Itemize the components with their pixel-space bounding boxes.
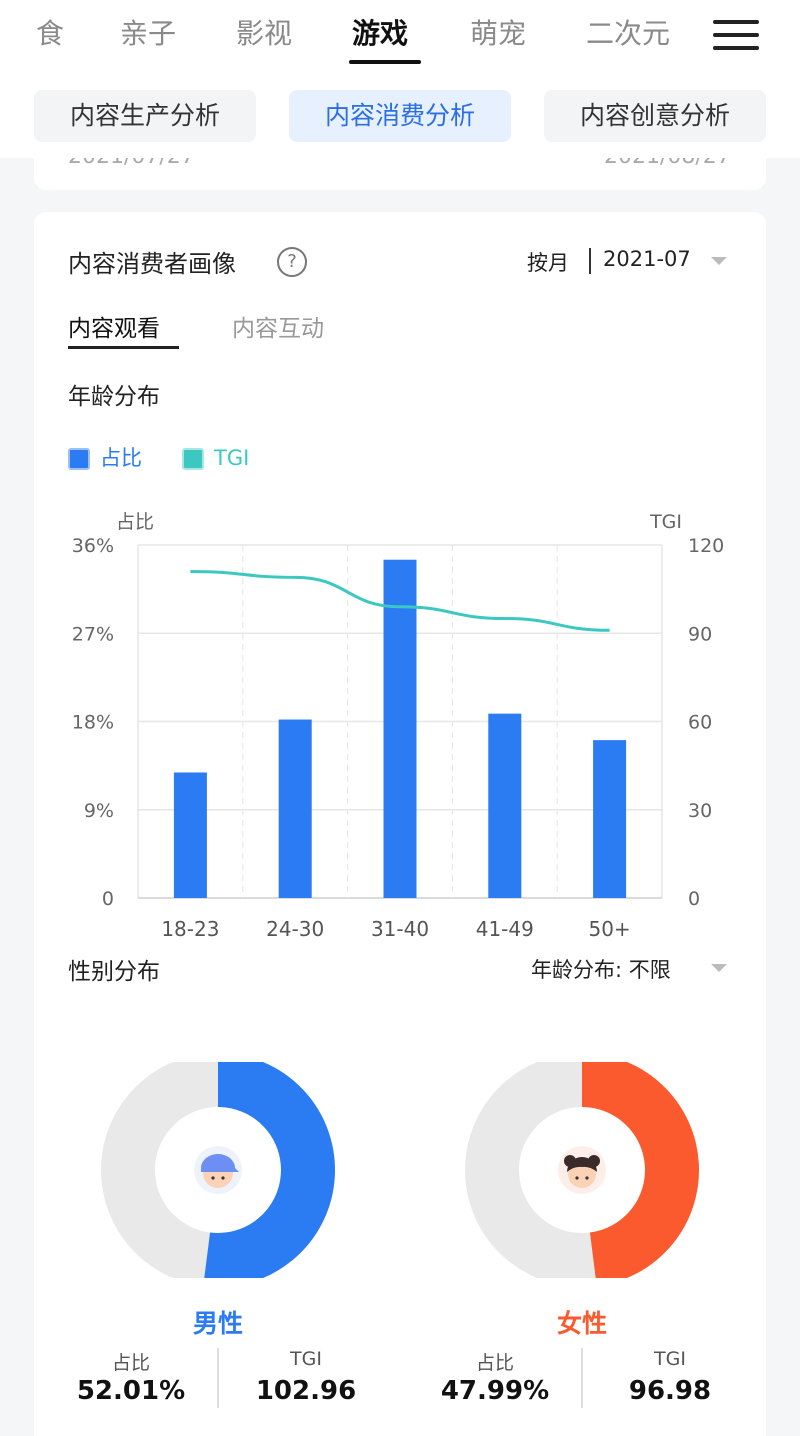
bar-share-41-49 (488, 713, 522, 898)
y-tick-label: 0 (102, 888, 114, 910)
legend-share-label: 占比 (100, 446, 142, 470)
gender-section-title: 性别分布 (68, 959, 160, 985)
legend-tgi-swatch (182, 448, 204, 470)
female-stat-divider (581, 1348, 583, 1408)
age-distribution-chart: 占比 TGI 0 0 9% 30 18% 60 27% 90 36% 120 18-23 24-30 3… (72, 511, 725, 941)
analysis-tabs: 内容生产分析 内容消费分析 内容创意分析 (0, 76, 800, 158)
tab-creative-analysis[interactable]: 内容创意分析 (544, 90, 766, 142)
consumer-portrait-card: 内容消费者画像 ? 按月 2021-07 内容观看 内容互动 年龄分布 占比 T… (34, 212, 766, 1436)
tgi-line (190, 569, 610, 632)
active-tab-underline (68, 346, 179, 349)
female-tgi-label: TGI (654, 1348, 686, 1370)
category-food[interactable]: 食 (36, 17, 65, 50)
x-tick-label: 24-30 (266, 917, 324, 941)
y-tick-label: 9% (84, 800, 114, 822)
x-tick-label: 41-49 (476, 917, 534, 941)
legend-tgi[interactable]: TGI (182, 446, 249, 470)
male-avatar-icon (194, 1146, 242, 1194)
portrait-title: 内容消费者画像 (68, 250, 236, 278)
bar-share-31-40 (383, 559, 417, 898)
legend-tgi-label: TGI (214, 446, 250, 470)
range-end-date: 2021/08/27 (604, 158, 731, 169)
y2-axis-title: TGI (649, 511, 682, 533)
previous-card: 2021/07/27 2021/08/27 (34, 158, 766, 190)
legend-share[interactable]: 占比 (68, 446, 142, 470)
bar-share-24-30 (278, 719, 312, 898)
y-tick-label: 27% (72, 623, 114, 645)
male-donut (101, 1062, 335, 1278)
y-axis-title: 占比 (116, 511, 154, 533)
period-divider (589, 248, 591, 274)
y-tick-label: 18% (72, 712, 114, 734)
active-category-underline (349, 60, 421, 64)
x-tick-label: 18-23 (161, 917, 219, 941)
female-share-value: 47.99% (440, 1376, 550, 1406)
range-start-date: 2021/07/27 (68, 158, 195, 169)
male-share-label: 占比 (111, 1352, 150, 1374)
male-tgi-label: TGI (290, 1348, 322, 1370)
tab-production-analysis[interactable]: 内容生产分析 (34, 90, 256, 142)
y-tick-label: 36% (72, 535, 114, 557)
tab-content-viewing[interactable]: 内容观看 (68, 316, 160, 342)
x-tick-label: 31-40 (371, 917, 429, 941)
female-donut-arc (581, 1062, 699, 1278)
x-tick-label: 50+ (588, 917, 630, 941)
female-label: 女性 (556, 1309, 607, 1338)
bar-share-50+ (593, 740, 627, 898)
age-filter-select[interactable]: 年龄分布: 不限 (531, 958, 671, 982)
male-label: 男性 (192, 1309, 243, 1338)
chevron-down-icon[interactable] (711, 964, 727, 972)
female-avatar-icon (558, 1146, 606, 1194)
y2-tick-label: 30 (688, 800, 712, 822)
male-tgi-value: 102.96 (255, 1376, 357, 1406)
y2-tick-label: 120 (688, 535, 724, 557)
category-parenting[interactable]: 亲子 (120, 17, 177, 50)
help-icon[interactable]: ? (277, 247, 307, 277)
category-games[interactable]: 游戏 (352, 17, 409, 50)
period-select[interactable]: 2021-07 (603, 247, 691, 271)
male-share-value: 52.01% (76, 1376, 186, 1406)
female-donut (465, 1062, 699, 1278)
y2-tick-label: 0 (688, 888, 700, 910)
female-tgi-value: 96.98 (628, 1376, 712, 1406)
legend-share-swatch (68, 448, 90, 470)
category-film[interactable]: 影视 (236, 17, 293, 50)
male-stat-divider (217, 1348, 219, 1408)
chevron-down-icon[interactable] (711, 257, 727, 265)
category-acg[interactable]: 二次元 (586, 17, 671, 50)
age-section-title: 年龄分布 (68, 384, 160, 410)
period-type[interactable]: 按月 (527, 251, 569, 275)
category-pets[interactable]: 萌宠 (470, 17, 527, 50)
tab-consumption-analysis[interactable]: 内容消费分析 (289, 90, 511, 142)
y2-tick-label: 60 (688, 712, 712, 734)
bar-share-18-23 (173, 772, 207, 898)
female-share-label: 占比 (475, 1352, 514, 1374)
tab-content-interaction[interactable]: 内容互动 (232, 316, 324, 342)
male-donut-arc (204, 1062, 335, 1278)
y2-tick-label: 90 (688, 623, 712, 645)
category-nav: 食 亲子 影视 游戏 萌宠 二次元 (0, 0, 800, 76)
menu-icon[interactable] (713, 20, 759, 50)
